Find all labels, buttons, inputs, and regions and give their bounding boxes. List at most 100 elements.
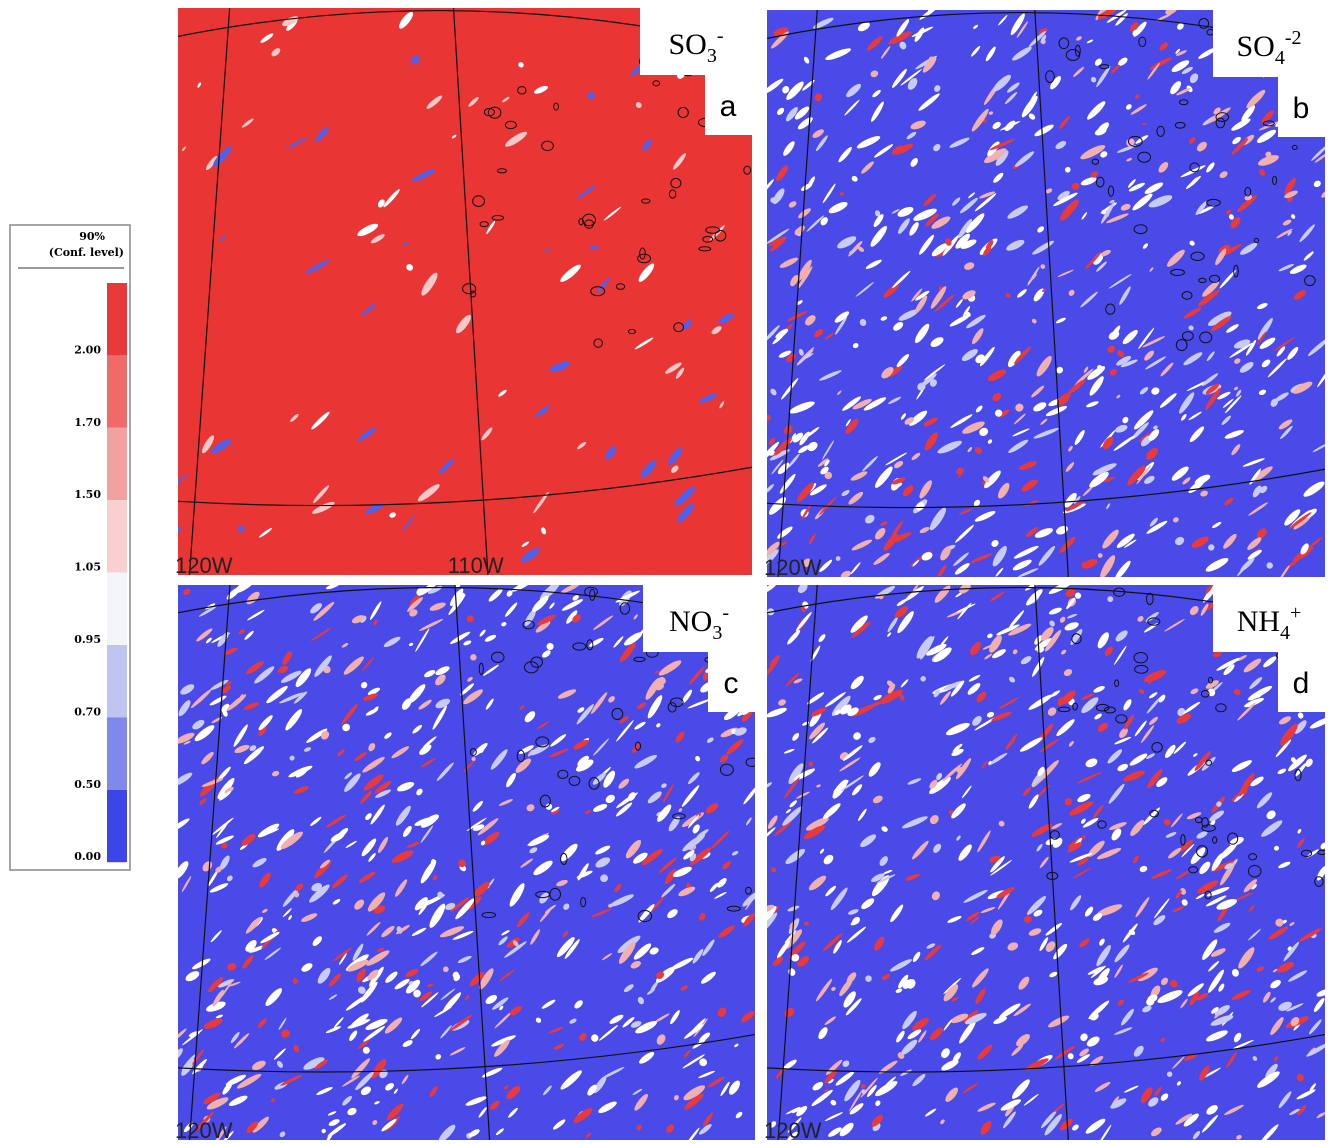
map-speck	[460, 683, 475, 696]
map-speck	[536, 721, 550, 730]
map-speck	[1277, 768, 1287, 775]
map-speck	[1081, 697, 1099, 714]
map-speck	[221, 685, 231, 694]
map-speck	[1085, 1118, 1106, 1134]
coastline	[479, 221, 489, 228]
map-speck	[577, 755, 589, 767]
map-speck	[183, 740, 191, 745]
map-speck	[1195, 893, 1206, 900]
map-speck	[1205, 383, 1220, 395]
map-speck	[1234, 386, 1239, 391]
map-speck	[485, 698, 494, 710]
map-speck	[1059, 536, 1076, 553]
map-speck	[414, 897, 428, 911]
map-speck	[1070, 629, 1083, 645]
map-speck	[1273, 337, 1296, 352]
map-speck	[835, 556, 841, 561]
map-speck	[1025, 526, 1039, 538]
map-speck	[952, 197, 961, 206]
species-sub: 3	[707, 45, 717, 67]
map-speck	[1015, 403, 1024, 412]
coastline	[541, 140, 554, 152]
map-speck	[471, 756, 476, 761]
map-speck	[767, 325, 780, 342]
map-speck	[490, 749, 508, 770]
map-speck	[520, 547, 540, 563]
map-speck	[453, 973, 461, 982]
coastline	[560, 852, 568, 865]
map-speck	[1010, 13, 1025, 36]
map-speck	[1055, 317, 1066, 324]
map-speck	[403, 242, 409, 246]
map-speck	[1177, 707, 1186, 717]
map-speck	[1266, 810, 1276, 820]
map-speck	[1008, 439, 1029, 454]
map-speck	[472, 824, 485, 831]
map-speck	[883, 284, 899, 298]
map-speck	[986, 711, 995, 718]
map-speck	[801, 504, 812, 520]
map-speck	[688, 772, 700, 785]
map-speck	[316, 1086, 333, 1096]
map-speck	[560, 585, 581, 594]
map-speck	[351, 1058, 371, 1079]
map-speck	[501, 930, 510, 936]
map-speck	[661, 783, 667, 788]
map-speck	[279, 692, 304, 704]
map-speck	[360, 1086, 372, 1096]
map-speck	[1224, 395, 1242, 414]
map-speck	[1097, 632, 1109, 649]
map-speck	[635, 1021, 657, 1034]
map-speck	[1179, 392, 1195, 414]
map-speck	[885, 452, 908, 466]
map-speck	[468, 1129, 480, 1137]
map-speck	[282, 908, 292, 918]
map-speck	[342, 1075, 360, 1087]
map-speck	[962, 290, 976, 300]
map-speck	[967, 447, 973, 453]
map-speck	[1076, 771, 1102, 784]
map-speck	[590, 245, 599, 251]
map-speck	[1171, 466, 1189, 481]
map-speck	[368, 742, 376, 752]
map-speck	[1139, 387, 1149, 395]
map-speck	[787, 905, 800, 912]
map-speck	[1183, 352, 1203, 366]
map-speck	[377, 947, 385, 953]
map-speck	[998, 1003, 1021, 1019]
map-speck	[698, 393, 717, 404]
map-speck	[921, 552, 933, 561]
legend-subtitle: (Conf. level)	[49, 246, 124, 259]
map-speck	[668, 816, 680, 832]
map-speck	[1267, 358, 1287, 378]
map-speck	[1243, 658, 1262, 673]
map-speck	[852, 398, 872, 410]
map-speck	[1068, 289, 1075, 296]
map-speck	[783, 748, 795, 754]
map-speck	[982, 476, 990, 483]
coastline	[1291, 144, 1298, 150]
map-speck	[970, 553, 993, 563]
map-speck	[835, 1071, 855, 1086]
map-speck	[1213, 650, 1222, 658]
map-speck	[481, 427, 493, 441]
map-speck	[465, 1096, 487, 1106]
coastline	[726, 905, 741, 912]
map-speck	[824, 1112, 843, 1121]
color-segment	[107, 500, 127, 573]
coastline	[1196, 845, 1209, 858]
map-speck	[1295, 763, 1307, 777]
coastline	[1114, 679, 1120, 688]
map-speck	[310, 816, 322, 826]
map-speck	[958, 844, 972, 861]
map-speck	[1094, 127, 1107, 136]
map-speck	[535, 405, 550, 417]
map-speck	[1067, 841, 1083, 853]
map-speck	[326, 1131, 334, 1140]
map-speck	[1213, 922, 1231, 933]
map-speck	[850, 562, 861, 575]
map-speck	[979, 346, 995, 367]
map-speck	[1133, 410, 1154, 430]
map-speck	[837, 236, 857, 249]
map-speck	[680, 985, 689, 991]
